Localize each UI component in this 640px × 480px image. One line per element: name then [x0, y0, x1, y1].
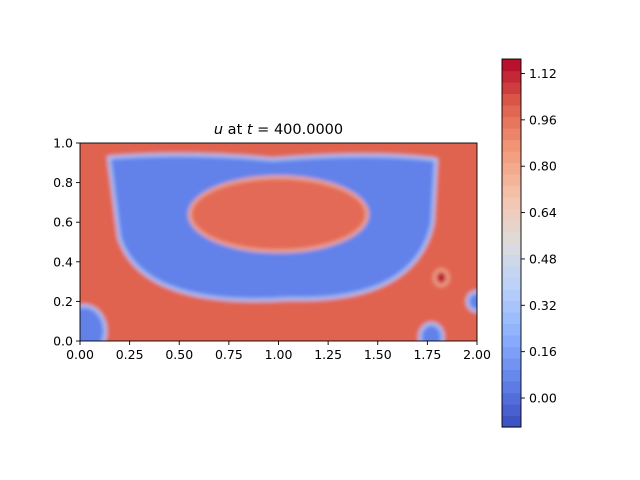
colorbar-band [502, 346, 521, 359]
y-tick-label: 0.6 [53, 215, 73, 230]
x-tick-label: 2.00 [463, 347, 491, 362]
colorbar-band [502, 139, 521, 152]
x-tick-label: 0.25 [116, 347, 144, 362]
colorbar-band [502, 404, 521, 417]
x-tick-label: 1.25 [314, 347, 342, 362]
colorbar-tick-label: 0.32 [529, 298, 557, 313]
colorbar-band [502, 254, 521, 267]
colorbar-band [502, 358, 521, 371]
title-time-value: 400.0000 [274, 122, 343, 138]
title-time-variable: t [247, 122, 254, 138]
colorbar-band [502, 70, 521, 83]
colorbar-band [502, 82, 521, 95]
colorbar-band [502, 105, 521, 118]
colorbar: 0.00 0.16 0.32 0.48 0.64 0.80 0.96 1.12 [501, 58, 557, 428]
colorbar-band [502, 381, 521, 394]
region-bottom-left-corner [80, 307, 104, 341]
region-inner-island [191, 178, 366, 250]
colorbar-band [502, 174, 521, 187]
y-tick-label: 0.0 [53, 334, 73, 349]
colorbar-tick-label: 0.96 [529, 112, 557, 127]
colorbar-band [502, 335, 521, 348]
colorbar-band [502, 300, 521, 313]
colorbar-band [502, 277, 521, 290]
colorbar-frame [501, 58, 522, 428]
colorbar-band [502, 116, 521, 129]
title-variable: u [214, 122, 223, 138]
colorbar-band [502, 197, 521, 210]
colorbar-band [502, 312, 521, 325]
colorbar-bands [502, 59, 521, 428]
colorbar-band [502, 243, 521, 256]
colorbar-band [502, 415, 521, 428]
heatmap-field [80, 143, 477, 341]
x-axis-ticks: 0.00 0.25 0.50 0.75 1.00 1.25 1.50 1.75 2.00 [66, 341, 491, 362]
colorbar-band [502, 231, 521, 244]
colorbar-band [502, 392, 521, 405]
colorbar-band [502, 323, 521, 336]
x-tick-label: 0.00 [66, 347, 94, 362]
x-tick-label: 1.00 [265, 347, 293, 362]
colorbar-band [502, 162, 521, 175]
region-right-edge-notch [469, 293, 477, 310]
title-mid: at [223, 122, 247, 138]
colorbar-band [502, 289, 521, 302]
colorbar-tick-label: 0.80 [529, 159, 557, 174]
colorbar-band [502, 128, 521, 141]
field-layers [80, 143, 477, 341]
colorbar-band [502, 59, 521, 72]
y-tick-label: 0.8 [53, 175, 73, 190]
y-axis-ticks: 0.0 0.2 0.4 0.6 0.8 1.0 [53, 136, 80, 349]
colorbar-band [502, 220, 521, 233]
colorbar-tick-label: 0.00 [529, 391, 557, 406]
x-tick-label: 1.50 [364, 347, 392, 362]
chart-title: u at t = 400.0000 [214, 122, 343, 138]
y-tick-label: 1.0 [53, 136, 73, 151]
title-equals: = [253, 122, 274, 138]
colorbar-band [502, 93, 521, 106]
x-tick-label: 0.50 [165, 347, 193, 362]
y-tick-label: 0.4 [53, 254, 73, 269]
colorbar-tick-label: 0.48 [529, 251, 557, 266]
region-bottom-right-notch [421, 325, 442, 341]
colorbar-band [502, 151, 521, 164]
y-tick-label: 0.2 [53, 294, 73, 309]
colorbar-band [502, 266, 521, 279]
colorbar-tick-label: 0.64 [529, 205, 557, 220]
colorbar-ticks: 0.00 0.16 0.32 0.48 0.64 0.80 0.96 1.12 [521, 66, 557, 406]
x-tick-label: 0.75 [215, 347, 243, 362]
colorbar-band [502, 208, 521, 221]
colorbar-tick-label: 0.16 [529, 344, 557, 359]
colorbar-band [502, 185, 521, 198]
colorbar-band [502, 369, 521, 382]
colorbar-tick-label: 1.12 [529, 66, 557, 81]
x-tick-label: 1.75 [413, 347, 441, 362]
region-hot-spot [436, 271, 447, 284]
